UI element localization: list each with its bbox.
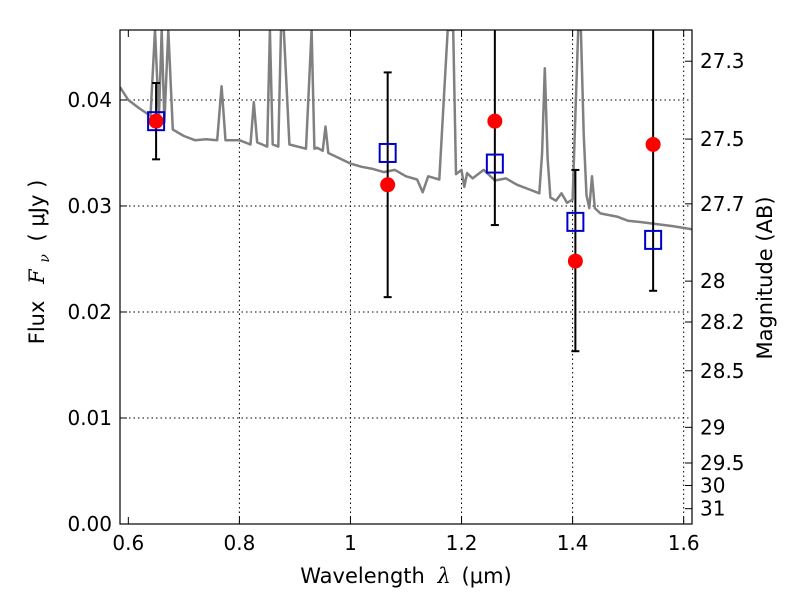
y2-tick-label: 29.5	[700, 451, 745, 475]
y-tick-label: 0.04	[67, 88, 112, 112]
model-point	[147, 111, 166, 132]
y2-tick-label: 31	[700, 497, 725, 521]
x-tick-label: 1.6	[668, 531, 700, 555]
x-tick-label: 1.2	[446, 531, 478, 555]
y2-axis-title: Magnitude (AB)	[753, 196, 777, 359]
y2-tick-label: 28.2	[700, 310, 745, 334]
x-tick-label: 1.4	[557, 531, 589, 555]
y-tick-label: 0.03	[67, 194, 112, 218]
observed-point	[148, 113, 164, 129]
tick-labels: 0.6 0.8 1 1.2 1.4 1.6 0.00 0.01 0.02 0.03 0.04 27.3…	[67, 49, 744, 555]
x-axis-title: Wavelength λ (μm)	[300, 564, 511, 588]
y2-tick-label: 29	[700, 415, 725, 439]
gridlines	[120, 30, 692, 524]
y2-tick-label: 27.3	[700, 49, 745, 73]
axis-ticks	[120, 30, 692, 525]
model-point	[566, 211, 585, 232]
plot-area	[120, 30, 692, 353]
plot-frame	[119, 29, 693, 525]
y-tick-label: 0.00	[67, 512, 112, 536]
y-tick-label: 0.01	[67, 406, 112, 430]
model-point	[644, 229, 663, 250]
y2-tick-label: 28	[700, 269, 725, 293]
model-point	[378, 142, 397, 163]
y2-tick-label: 28.5	[700, 359, 745, 383]
y-axis-title: Flux F ν ( μJy )	[25, 180, 54, 345]
x-tick-label: 0.8	[223, 531, 255, 555]
observed-point	[487, 113, 503, 129]
y2-tick-label: 27.7	[700, 192, 745, 216]
x-tick-label: 0.6	[112, 531, 144, 555]
y-tick-label: 0.02	[67, 300, 112, 324]
x-tick-label: 1	[344, 531, 357, 555]
model-spectrum-line	[120, 30, 692, 231]
data-points	[147, 111, 663, 269]
y2-tick-label: 30	[700, 474, 725, 498]
observed-point	[567, 253, 583, 269]
observed-point	[645, 136, 661, 152]
model-point	[485, 153, 504, 174]
observed-point	[380, 177, 396, 193]
y2-tick-label: 27.5	[700, 127, 745, 151]
